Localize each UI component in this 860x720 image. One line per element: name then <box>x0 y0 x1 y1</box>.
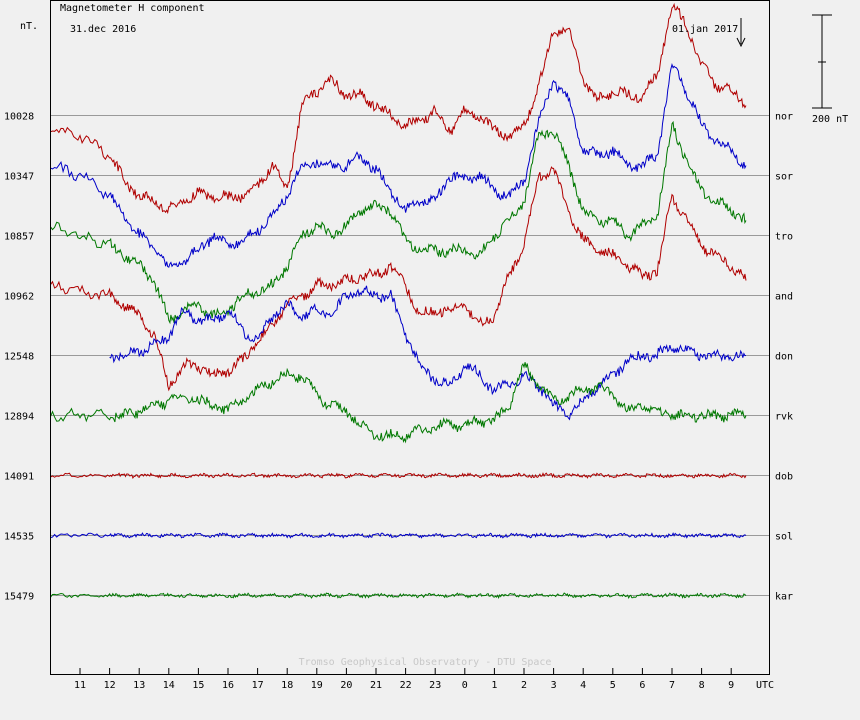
baseline-value-rvk: 12894 <box>4 412 34 423</box>
station-label-and: and <box>775 292 793 303</box>
scale-bar <box>812 14 832 109</box>
x-tick-label-5: 5 <box>610 680 616 691</box>
x-tick-label-13: 13 <box>133 680 145 691</box>
x-tick-label-3: 3 <box>551 680 557 691</box>
x-tick-label-23: 23 <box>429 680 441 691</box>
station-label-kar: kar <box>775 592 793 603</box>
series-line-tro <box>49 120 747 325</box>
baseline-value-dob: 14091 <box>4 472 34 483</box>
baseline-value-and: 10962 <box>4 292 34 303</box>
credit-text: Tromso Geophysical Observatory - DTU Spa… <box>299 657 552 668</box>
current-time-arrow-icon <box>736 18 746 48</box>
station-label-sor: sor <box>775 172 793 183</box>
x-tick-label-17: 17 <box>252 680 264 691</box>
x-tick-label-15: 15 <box>192 680 204 691</box>
station-label-dob: dob <box>775 472 793 483</box>
x-tick-label-2: 2 <box>521 680 527 691</box>
series-line-kar <box>49 592 747 600</box>
x-tick-label-0: 0 <box>462 680 468 691</box>
series-line-don <box>109 285 747 421</box>
baseline-values: 10028 10347 10857 10962 12548 12894 14091 14535… <box>4 112 34 603</box>
series-line-nor <box>50 2 747 215</box>
y-axis-unit: nT. <box>20 21 38 32</box>
series-line-sol <box>50 532 747 539</box>
series-line-sor <box>50 63 747 268</box>
date-start-label: 31.dec 2016 <box>70 24 136 35</box>
x-tick-label-11: 11 <box>74 680 86 691</box>
series-line-rvk <box>49 362 747 444</box>
station-label-don: don <box>775 352 793 363</box>
x-tick-label-8: 8 <box>699 680 705 691</box>
baseline-value-tro: 10857 <box>4 232 34 243</box>
baseline-value-sol: 14535 <box>4 532 34 543</box>
x-tick-label-6: 6 <box>639 680 645 691</box>
x-tick-label-19: 19 <box>311 680 323 691</box>
x-tick-label-4: 4 <box>580 680 586 691</box>
scale-bar-label: 200 nT <box>812 114 848 125</box>
series-line-and <box>49 166 747 392</box>
x-tick-label-12: 12 <box>104 680 116 691</box>
x-axis-label: UTC <box>756 680 774 691</box>
x-tick-label-18: 18 <box>281 680 293 691</box>
series-line-dob <box>50 472 747 479</box>
x-tick-label-7: 7 <box>669 680 675 691</box>
baseline-value-don: 12548 <box>4 352 34 363</box>
date-end-label: 01.jan 2017 <box>672 24 738 35</box>
plot-frame <box>50 0 770 675</box>
station-label-tro: tro <box>775 232 793 243</box>
baseline-value-sor: 10347 <box>4 172 34 183</box>
x-tick-label-14: 14 <box>163 680 175 691</box>
station-label-nor: nor <box>775 112 793 123</box>
x-tick-label-16: 16 <box>222 680 234 691</box>
x-axis: 11 12 13 14 15 16 17 18 19 20 21 22 23 0 1 2 3 4 5 6 7 8 9 <box>74 668 734 691</box>
series-lines <box>49 2 747 600</box>
x-tick-label-21: 21 <box>370 680 382 691</box>
chart-title: Magnetometer H component <box>60 3 205 14</box>
baseline-value-nor: 10028 <box>4 112 34 123</box>
baseline-value-kar: 15479 <box>4 592 34 603</box>
x-tick-label-20: 20 <box>340 680 352 691</box>
x-tick-label-9: 9 <box>728 680 734 691</box>
station-label-rvk: rvk <box>775 412 793 423</box>
x-tick-label-1: 1 <box>491 680 497 691</box>
x-tick-label-22: 22 <box>400 680 412 691</box>
station-labels: nor sor tro and don rvk dob sol kar <box>775 112 793 603</box>
station-label-sol: sol <box>775 532 793 543</box>
